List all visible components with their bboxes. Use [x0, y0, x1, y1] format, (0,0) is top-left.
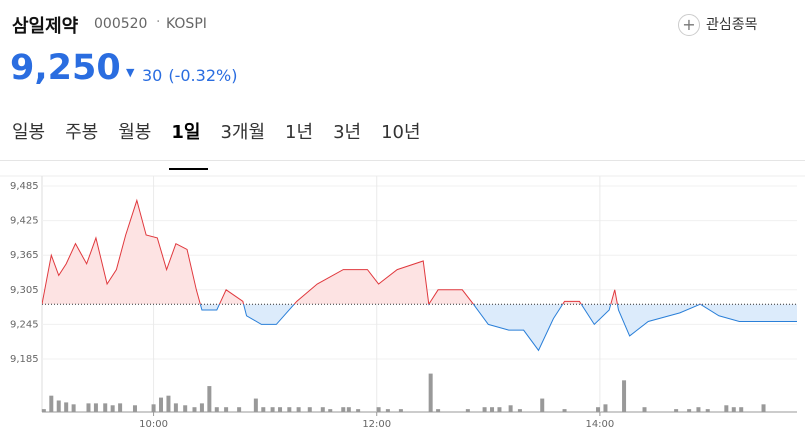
volume-bar: [674, 409, 679, 412]
volume-bar: [731, 407, 736, 412]
favorite-label: 관심종목: [706, 17, 758, 33]
period-tab[interactable]: 일봉: [12, 122, 46, 143]
y-tick-label: 9,365: [10, 250, 39, 261]
volume-bar: [341, 407, 346, 412]
volume-bar: [428, 373, 433, 412]
volume-bar: [356, 409, 361, 412]
volume-bar: [103, 403, 108, 412]
volume-bar: [739, 407, 744, 412]
area-up: [42, 200, 618, 305]
volume-bar: [436, 409, 441, 412]
volume-bar: [253, 398, 258, 412]
volume-bar: [724, 405, 729, 412]
period-tab[interactable]: 10년: [381, 122, 421, 143]
volume-bar: [237, 407, 242, 412]
volume-bar: [296, 407, 301, 412]
period-tab[interactable]: 3개월: [220, 122, 266, 143]
x-tick-label: 12:00: [362, 419, 391, 430]
volume-bar: [508, 405, 513, 412]
area-down: [42, 304, 797, 351]
volume-bar: [320, 407, 325, 412]
volume-bar: [173, 403, 178, 412]
volume-bar: [562, 409, 567, 412]
volume-bar: [696, 407, 701, 412]
volume-bar: [622, 380, 627, 412]
volume-bar: [287, 407, 292, 412]
volume-bar: [261, 407, 266, 412]
volume-bar: [490, 407, 495, 412]
volume-bar: [159, 397, 164, 412]
volume-bar: [603, 404, 608, 412]
volume-bar: [687, 409, 692, 412]
volume-bar: [192, 407, 197, 412]
volume-bar: [517, 409, 522, 412]
volume-bar: [214, 407, 219, 412]
volume-bar: [398, 409, 403, 412]
change: 30: [142, 66, 163, 85]
volume-bar: [151, 404, 156, 412]
volume-bar: [328, 409, 333, 412]
volume-bar: [482, 407, 487, 412]
volume-bar: [86, 403, 91, 412]
volume-bar: [224, 407, 229, 412]
separator-dot: ·: [156, 14, 161, 30]
volume-bar: [307, 407, 312, 412]
divider: [0, 160, 805, 161]
y-tick-label: 9,425: [10, 216, 39, 227]
period-tabs: 일봉 주봉 월봉 1일 3개월 1년 3년 10년: [0, 118, 429, 170]
y-tick-label: 9,245: [10, 319, 39, 330]
change-pct: (-0.32%): [168, 66, 238, 85]
volume-bar: [56, 400, 61, 412]
y-tick-label: 9,305: [10, 285, 39, 296]
price-line-up: [42, 198, 702, 305]
favorite-button[interactable]: + 관심종목: [678, 14, 758, 36]
stock-code: 000520: [94, 16, 148, 32]
volume-bar: [465, 409, 470, 412]
volume-bar: [183, 405, 188, 412]
period-tab[interactable]: 월봉: [118, 122, 152, 143]
volume-bar: [642, 407, 647, 412]
volume-bar: [540, 398, 545, 412]
period-tab[interactable]: 3년: [333, 122, 362, 143]
market: KOSPI: [166, 16, 207, 32]
volume-bar: [199, 403, 204, 412]
volume-bar: [49, 395, 54, 412]
volume-bar: [376, 407, 381, 412]
volume-bar: [41, 409, 46, 412]
volume-bar: [132, 405, 137, 412]
volume-bar: [346, 407, 351, 412]
x-tick-label: 10:00: [139, 419, 168, 430]
volume-bar: [110, 405, 115, 412]
volume-bar: [64, 402, 69, 412]
volume-bar: [761, 404, 766, 412]
x-tick-label: 14:00: [585, 419, 614, 430]
volume-bar: [166, 395, 171, 412]
volume-bar: [278, 407, 283, 412]
volume-bar: [207, 386, 212, 412]
y-tick-label: 9,485: [10, 181, 39, 192]
volume-bar: [385, 409, 390, 412]
period-tab[interactable]: 1년: [285, 122, 314, 143]
volume-bar: [93, 403, 98, 412]
volume-bar: [497, 407, 502, 412]
period-tab[interactable]: 주봉: [65, 122, 99, 143]
volume-bar: [71, 404, 76, 412]
volume-bar: [270, 407, 275, 412]
down-arrow: ▼: [126, 66, 135, 79]
period-tab[interactable]: 1일: [169, 118, 209, 170]
y-tick-label: 9,185: [10, 354, 39, 365]
stock-name: 삼일제약: [12, 16, 79, 37]
volume-bar: [596, 407, 601, 412]
volume-bar: [118, 403, 123, 412]
volume-bar: [705, 409, 710, 412]
price: 9,250: [10, 48, 121, 88]
plus-icon: +: [678, 14, 700, 36]
